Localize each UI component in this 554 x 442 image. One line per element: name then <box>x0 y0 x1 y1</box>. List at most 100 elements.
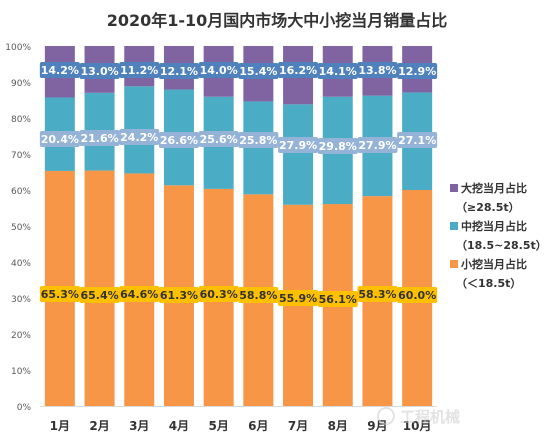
data-label-large: 13.0% <box>80 65 118 78</box>
data-label-bg <box>198 286 239 302</box>
data-labels: 65.3% 65.4% 64.6% 61.3% 60.3% 58.8% 55.9% 56.1%… <box>39 62 438 307</box>
y-tick-label: 30% <box>11 295 31 305</box>
y-tick-label: 90% <box>11 79 31 89</box>
data-label-medium: 29.8% <box>319 140 357 153</box>
data-label-small: 60.0% <box>398 289 436 302</box>
x-tick-label: 2月 <box>89 419 109 433</box>
data-label-bg <box>278 62 319 78</box>
data-label-medium: 27.9% <box>358 139 396 152</box>
data-label-bg <box>397 287 438 303</box>
x-tick-label: 7月 <box>288 419 308 433</box>
legend-swatch <box>450 260 458 268</box>
x-tick-label: 8月 <box>328 419 348 433</box>
data-label-large: 14.0% <box>200 64 238 77</box>
data-label-large: 12.9% <box>398 65 436 78</box>
x-tick-label: 3月 <box>129 419 149 433</box>
data-label-medium: 26.6% <box>160 134 198 147</box>
legend-sublabel: （＜18.5t） <box>456 277 521 290</box>
data-label-medium: 21.6% <box>80 132 118 145</box>
legend-item-medium: 中挖当月占比 （18.5~28.5t） <box>450 219 547 252</box>
watermark: 工程机械 <box>377 407 460 426</box>
legend-item-large: 大挖当月占比 （≥28.5t） <box>450 181 527 214</box>
data-label-bg <box>317 63 358 79</box>
y-tick-label: 80% <box>11 115 31 125</box>
data-label-bg <box>278 290 319 306</box>
data-label-medium: 24.2% <box>120 131 158 144</box>
data-label-small: 58.8% <box>239 289 277 302</box>
y-tick-label: 10% <box>11 367 31 377</box>
data-label-bg <box>119 286 160 302</box>
watermark-logo-icon <box>377 407 395 425</box>
x-tick-label: 4月 <box>169 419 189 433</box>
y-axis: 0% 10% 20% 30% 40% 50% 60% 70% 80% 90% 100% <box>5 43 31 413</box>
x-tick-label: 10月 <box>403 419 432 433</box>
y-tick-label: 100% <box>5 43 31 53</box>
data-label-bg <box>317 138 358 154</box>
data-label-medium: 25.8% <box>239 134 277 147</box>
data-label-large: 11.2% <box>120 64 158 77</box>
data-label-bg <box>278 137 319 153</box>
data-label-bg <box>357 286 398 302</box>
data-label-bg <box>39 131 80 147</box>
data-label-small: 65.4% <box>80 289 118 302</box>
x-tick-label: 9月 <box>367 419 387 433</box>
label-band-small: 65.3% 65.4% 64.6% 61.3% 60.3% 58.8% 55.9% 56.1%… <box>39 286 438 307</box>
legend-sublabel: （≥28.5t） <box>456 201 520 214</box>
data-label-bg <box>119 129 160 145</box>
data-label-small: 55.9% <box>279 292 317 305</box>
data-label-medium: 20.4% <box>41 133 79 146</box>
legend-swatch <box>450 222 458 230</box>
chart-title: 2020年1-10月国内市场大中小挖当月销量占比 <box>107 11 448 30</box>
data-label-large: 13.8% <box>358 64 396 77</box>
data-label-bg <box>397 63 438 79</box>
data-label-bg <box>198 62 239 78</box>
legend-label: 小挖当月占比 <box>460 257 527 271</box>
y-tick-label: 60% <box>11 187 31 197</box>
data-label-bg <box>158 63 199 79</box>
data-label-bg <box>158 132 199 148</box>
bar-medium <box>283 104 314 205</box>
data-label-bg <box>79 130 120 146</box>
x-tick-label: 6月 <box>248 419 268 433</box>
data-label-medium: 27.9% <box>279 139 317 152</box>
x-tick-label: 1月 <box>50 419 70 433</box>
data-label-large: 16.2% <box>279 64 317 77</box>
y-tick-label: 20% <box>11 331 31 341</box>
y-tick-label: 0% <box>17 403 32 413</box>
legend: 大挖当月占比 （≥28.5t） 中挖当月占比 （18.5~28.5t） 小挖当月占比 （＜… <box>450 181 547 290</box>
bars <box>44 46 433 406</box>
x-tick-label: 5月 <box>208 419 228 433</box>
y-tick-label: 40% <box>11 259 31 269</box>
y-tick-label: 50% <box>11 223 31 233</box>
data-label-large: 12.1% <box>160 65 198 78</box>
data-label-bg <box>397 132 438 148</box>
data-label-medium: 27.1% <box>398 134 436 147</box>
data-label-bg <box>39 62 80 78</box>
label-band-large: 14.2% 13.0% 11.2% 12.1% 14.0% 15.4% 16.2% 14.1%… <box>39 62 438 79</box>
legend-label: 中挖当月占比 <box>461 219 527 233</box>
data-label-bg <box>39 286 80 302</box>
data-label-small: 56.1% <box>319 293 357 306</box>
legend-sublabel: （18.5~28.5t） <box>456 239 547 252</box>
label-band-medium: 20.4% 21.6% 24.2% 26.6% 25.6% 25.8% 27.9% 29.8%… <box>39 129 438 154</box>
data-label-small: 61.3% <box>160 289 198 302</box>
data-label-large: 14.2% <box>41 64 79 77</box>
legend-label: 大挖当月占比 <box>461 181 527 195</box>
data-label-large: 14.1% <box>319 65 357 78</box>
data-label-large: 15.4% <box>239 65 277 78</box>
data-label-bg <box>238 287 279 303</box>
legend-swatch <box>450 184 458 192</box>
x-axis: 1月 2月 3月 4月 5月 6月 7月 8月 9月 10月 <box>40 406 437 433</box>
data-label-bg <box>317 291 358 307</box>
legend-item-small: 小挖当月占比 （＜18.5t） <box>450 257 527 290</box>
data-label-small: 58.3% <box>358 288 396 301</box>
data-label-bg <box>238 132 279 148</box>
data-label-small: 65.3% <box>41 288 79 301</box>
data-label-bg <box>79 63 120 79</box>
data-label-bg <box>357 62 398 78</box>
watermark-text: 工程机械 <box>400 408 460 426</box>
y-tick-label: 70% <box>11 151 31 161</box>
data-label-small: 60.3% <box>200 288 238 301</box>
data-label-bg <box>79 287 120 303</box>
